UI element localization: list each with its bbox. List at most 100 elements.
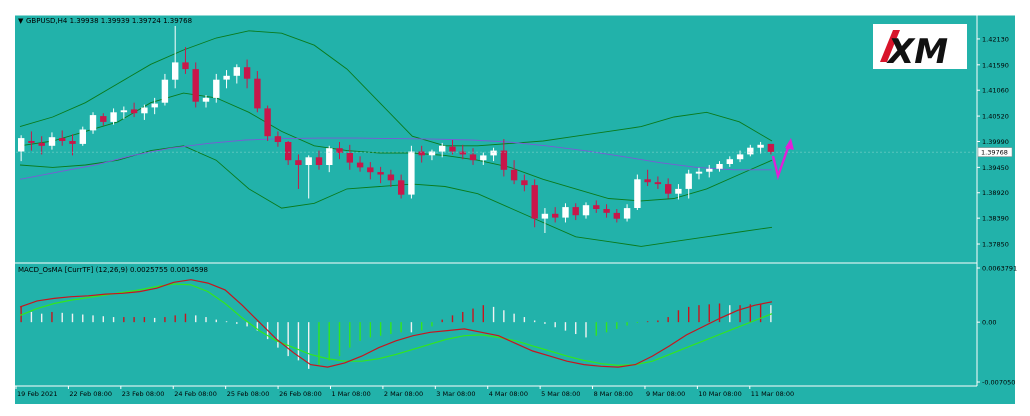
candle	[439, 142, 446, 158]
current-price-label: 1.39768	[981, 149, 1008, 157]
candle	[48, 132, 56, 150]
price-tick-label: 1.39990	[982, 138, 1009, 146]
candle	[521, 174, 528, 192]
candle-body	[202, 97, 210, 102]
time-tick-label: 19 Feb 2021	[17, 390, 57, 398]
candle-body	[274, 136, 282, 142]
candle	[274, 131, 282, 147]
forecast-arrow-icon	[771, 138, 794, 181]
price-pane	[18, 26, 775, 247]
candle	[315, 150, 323, 170]
candle-body	[439, 145, 446, 152]
candle	[757, 141, 764, 154]
candle-body	[418, 151, 425, 156]
price-tick-label: 1.41590	[982, 61, 1009, 69]
price-tick-label: 1.42130	[982, 35, 1009, 43]
candle-body	[326, 148, 333, 165]
candle	[593, 200, 600, 213]
time-tick-label: 1 Mar 08:00	[332, 390, 371, 398]
candle-body	[613, 212, 620, 219]
candle	[346, 144, 353, 170]
candle	[736, 150, 744, 163]
candle	[685, 169, 692, 199]
candle-body	[459, 151, 466, 155]
candle-body	[726, 159, 733, 164]
candle	[367, 162, 374, 180]
candle-body	[172, 62, 179, 80]
candle	[469, 148, 477, 165]
time-tick-label: 26 Feb 08:00	[279, 390, 322, 398]
candle	[480, 152, 487, 165]
candle-body	[510, 169, 518, 181]
time-tick-label: 3 Mar 08:00	[436, 390, 475, 398]
macd-axis: 0.0063791 0.00 -0.007050	[977, 265, 1017, 387]
candle	[387, 169, 395, 187]
candle	[326, 145, 333, 173]
candle	[192, 62, 199, 108]
price-tick-label: 1.39450	[982, 164, 1009, 172]
time-tick-label: 23 Feb 08:00	[122, 390, 165, 398]
candle-body	[356, 162, 364, 168]
chart-dropdown-icon[interactable]: ▼	[18, 17, 24, 25]
candle-body	[767, 143, 775, 152]
candle	[172, 26, 179, 89]
candle-body	[654, 182, 662, 185]
candle-body	[38, 142, 45, 146]
candle	[490, 147, 497, 162]
candle-body	[408, 151, 415, 195]
candle-body	[120, 110, 128, 113]
candle	[182, 47, 189, 74]
candle	[120, 106, 128, 119]
candle-body	[593, 205, 600, 209]
logo-red-stripe	[880, 30, 900, 62]
candle-body	[110, 112, 117, 122]
candle	[695, 167, 703, 180]
candle	[654, 176, 662, 189]
candle	[100, 113, 107, 126]
candle-body	[367, 167, 374, 173]
candle	[541, 208, 549, 233]
candle	[141, 104, 148, 120]
candle-body	[28, 141, 35, 143]
time-tick-label: 24 Feb 08:00	[174, 390, 217, 398]
candle-body	[706, 168, 713, 172]
candle	[716, 161, 723, 172]
candle	[747, 144, 754, 157]
candle	[336, 141, 343, 160]
candle	[243, 59, 251, 89]
candle	[233, 64, 240, 84]
candle-body	[398, 180, 405, 195]
price-tick-label: 1.40520	[982, 113, 1009, 121]
candle-body	[469, 154, 477, 161]
candle	[305, 155, 312, 199]
arrow-stroke	[771, 141, 792, 181]
candle-body	[100, 116, 107, 122]
candle-body	[695, 171, 703, 174]
candle	[130, 102, 138, 118]
candle	[572, 203, 579, 221]
candle	[161, 73, 169, 106]
candle-body	[346, 153, 353, 163]
current-price-box	[977, 147, 1013, 157]
time-tick-label: 9 Mar 08:00	[646, 390, 685, 398]
candle-body	[552, 213, 559, 218]
candle	[213, 73, 220, 103]
candle-body	[562, 207, 569, 218]
time-tick-label: 5 Mar 08:00	[541, 390, 580, 398]
price-tick-label: 1.41060	[982, 87, 1009, 95]
candle	[706, 164, 713, 178]
candle-body	[233, 67, 240, 76]
candle-body	[531, 185, 538, 219]
candle-body	[541, 213, 549, 219]
candle	[254, 71, 261, 113]
symbol-info: GBPUSD,H4 1.39938 1.39939 1.39724 1.3976…	[26, 17, 192, 25]
candle-body	[18, 138, 25, 152]
candle	[38, 136, 45, 155]
arrow-head	[785, 138, 794, 150]
candle	[18, 135, 25, 162]
candle	[59, 130, 66, 146]
candle	[418, 145, 425, 163]
candle-body	[305, 157, 312, 165]
candle-body	[213, 79, 220, 98]
